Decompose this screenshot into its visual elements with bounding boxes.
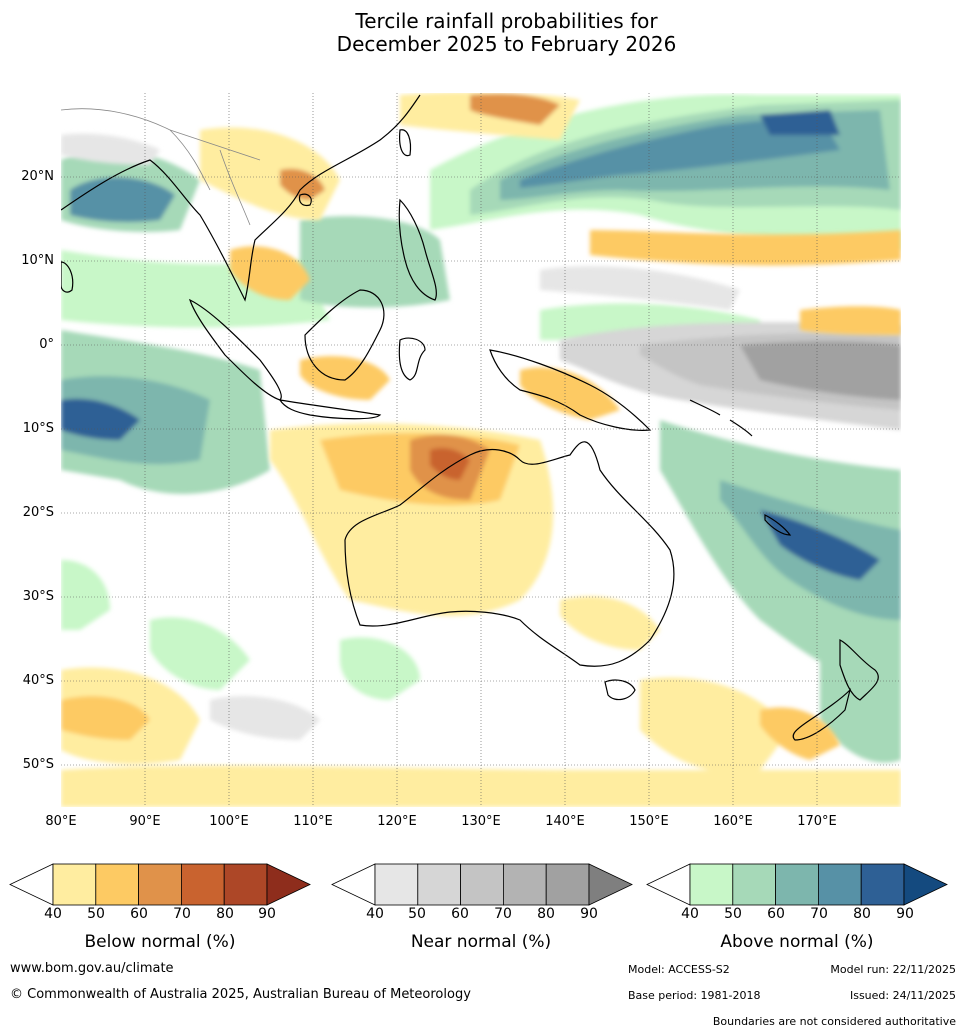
graticule (61, 93, 901, 807)
solomon-islands-coastline (689, 399, 753, 437)
cb-near-tick-70: 70 (494, 906, 512, 922)
taiwan-coastline (399, 129, 412, 157)
hainan-coastline (298, 193, 312, 207)
cb-below-tick-80: 80 (216, 906, 234, 922)
cb-below-tick-40: 40 (44, 906, 62, 922)
cb-above-tick-50: 50 (724, 906, 742, 922)
title-line-1: Tercile rainfall probabilities for (355, 9, 658, 33)
cb-above-tick-60: 60 (767, 906, 785, 922)
lon-label-90e: 90°E (129, 814, 161, 829)
colorbar-title-near: Near normal (%) (410, 932, 552, 952)
model-run-text: Model run: 22/11/2025 (830, 963, 956, 976)
colorbar-extend-high (266, 863, 311, 906)
colorbar-swatch (52, 863, 97, 906)
website-link[interactable]: www.bom.gov.au/climate (10, 961, 174, 976)
country-borders (61, 108, 261, 226)
new-zealand-north-coastline (839, 639, 879, 701)
lat-label-30s: 30°S (22, 589, 54, 604)
lat-label-10n: 10°N (21, 253, 54, 268)
colorbar-swatch (545, 863, 590, 906)
cb-near-tick-60: 60 (451, 906, 469, 922)
cb-below-tick-70: 70 (173, 906, 191, 922)
cb-below-tick-90: 90 (258, 906, 276, 922)
disclaimer-text: Boundaries are not considered authoritat… (712, 1015, 956, 1028)
tasmania-coastline (604, 679, 636, 701)
colorbar-swatch (689, 863, 734, 906)
base-period-text: Base period: 1981-2018 (628, 989, 761, 1002)
near-normal-areas (61, 133, 901, 740)
lon-label-160e: 160°E (713, 814, 753, 829)
asia-mainland-coastline (61, 94, 421, 302)
colorbar-near-normal (331, 863, 633, 906)
lon-label-100e: 100°E (209, 814, 249, 829)
lon-label-150e: 150°E (629, 814, 669, 829)
colorbar-swatch (502, 863, 547, 906)
above-normal-areas (61, 94, 901, 763)
philippines-coastline (398, 198, 437, 301)
coastlines (61, 94, 879, 741)
colorbar-swatch (417, 863, 461, 906)
copyright-text: © Commonwealth of Australia 2025, Austra… (10, 987, 471, 1002)
lon-label-170e: 170°E (797, 814, 837, 829)
lat-label-50s: 50°S (22, 757, 54, 772)
cb-above-tick-90: 90 (896, 906, 914, 922)
cb-near-tick-40: 40 (366, 906, 384, 922)
java-coastline (278, 399, 382, 420)
colorbar-extend-low (331, 863, 376, 906)
colorbar-extend-high (588, 863, 633, 906)
colorbar-title-below: Below normal (%) (84, 932, 236, 952)
colorbar-extend-high (903, 863, 948, 906)
lat-label-0: 0° (39, 337, 54, 352)
lon-label-130e: 130°E (461, 814, 501, 829)
australia-coastline (344, 441, 675, 667)
colorbar-swatch (374, 863, 419, 906)
cb-near-tick-50: 50 (408, 906, 426, 922)
colorbar-title-above: Above normal (%) (720, 932, 874, 952)
lon-label-80e: 80°E (45, 814, 77, 829)
lat-label-20s: 20°S (22, 505, 54, 520)
colorbar-below-normal (9, 863, 311, 906)
new-zealand-south-coastline (792, 688, 852, 741)
cb-above-tick-80: 80 (853, 906, 871, 922)
sri-lanka-coastline (61, 261, 74, 293)
new-guinea-coastline (489, 349, 652, 431)
cb-near-tick-80: 80 (537, 906, 555, 922)
map-title: Tercile rainfall probabilities for Decem… (0, 10, 965, 56)
issued-text: Issued: 24/11/2025 (849, 989, 956, 1002)
lon-label-120e: 120°E (377, 814, 417, 829)
title-line-2: December 2025 to February 2026 (336, 32, 677, 56)
lon-label-140e: 140°E (545, 814, 585, 829)
colorbar-swatch (138, 863, 182, 906)
cb-above-tick-40: 40 (681, 906, 699, 922)
sulawesi-coastline (398, 337, 426, 381)
colorbar-above-normal (646, 863, 948, 906)
cb-below-tick-60: 60 (130, 906, 148, 922)
cb-above-tick-70: 70 (810, 906, 828, 922)
new-caledonia-coastline (764, 514, 792, 536)
colorbar-swatch (460, 863, 504, 906)
colorbar-extend-low (9, 863, 54, 906)
lat-label-20n: 20°N (21, 169, 54, 184)
borneo-coastline (304, 289, 385, 381)
colorbar-swatch (732, 863, 776, 906)
colorbar-swatch (180, 863, 225, 906)
colorbar-extend-low (646, 863, 691, 906)
colorbar-swatch (95, 863, 140, 906)
colorbar-swatch (860, 863, 905, 906)
colorbar-swatch (775, 863, 819, 906)
cb-near-tick-90: 90 (580, 906, 598, 922)
colorbar-swatch (223, 863, 268, 906)
lat-label-40s: 40°S (22, 673, 54, 688)
lon-label-110e: 110°E (293, 814, 333, 829)
cb-below-tick-50: 50 (87, 906, 105, 922)
colorbar-swatch (818, 863, 862, 906)
lat-label-10s: 10°S (22, 421, 54, 436)
model-text: Model: ACCESS-S2 (628, 963, 730, 976)
